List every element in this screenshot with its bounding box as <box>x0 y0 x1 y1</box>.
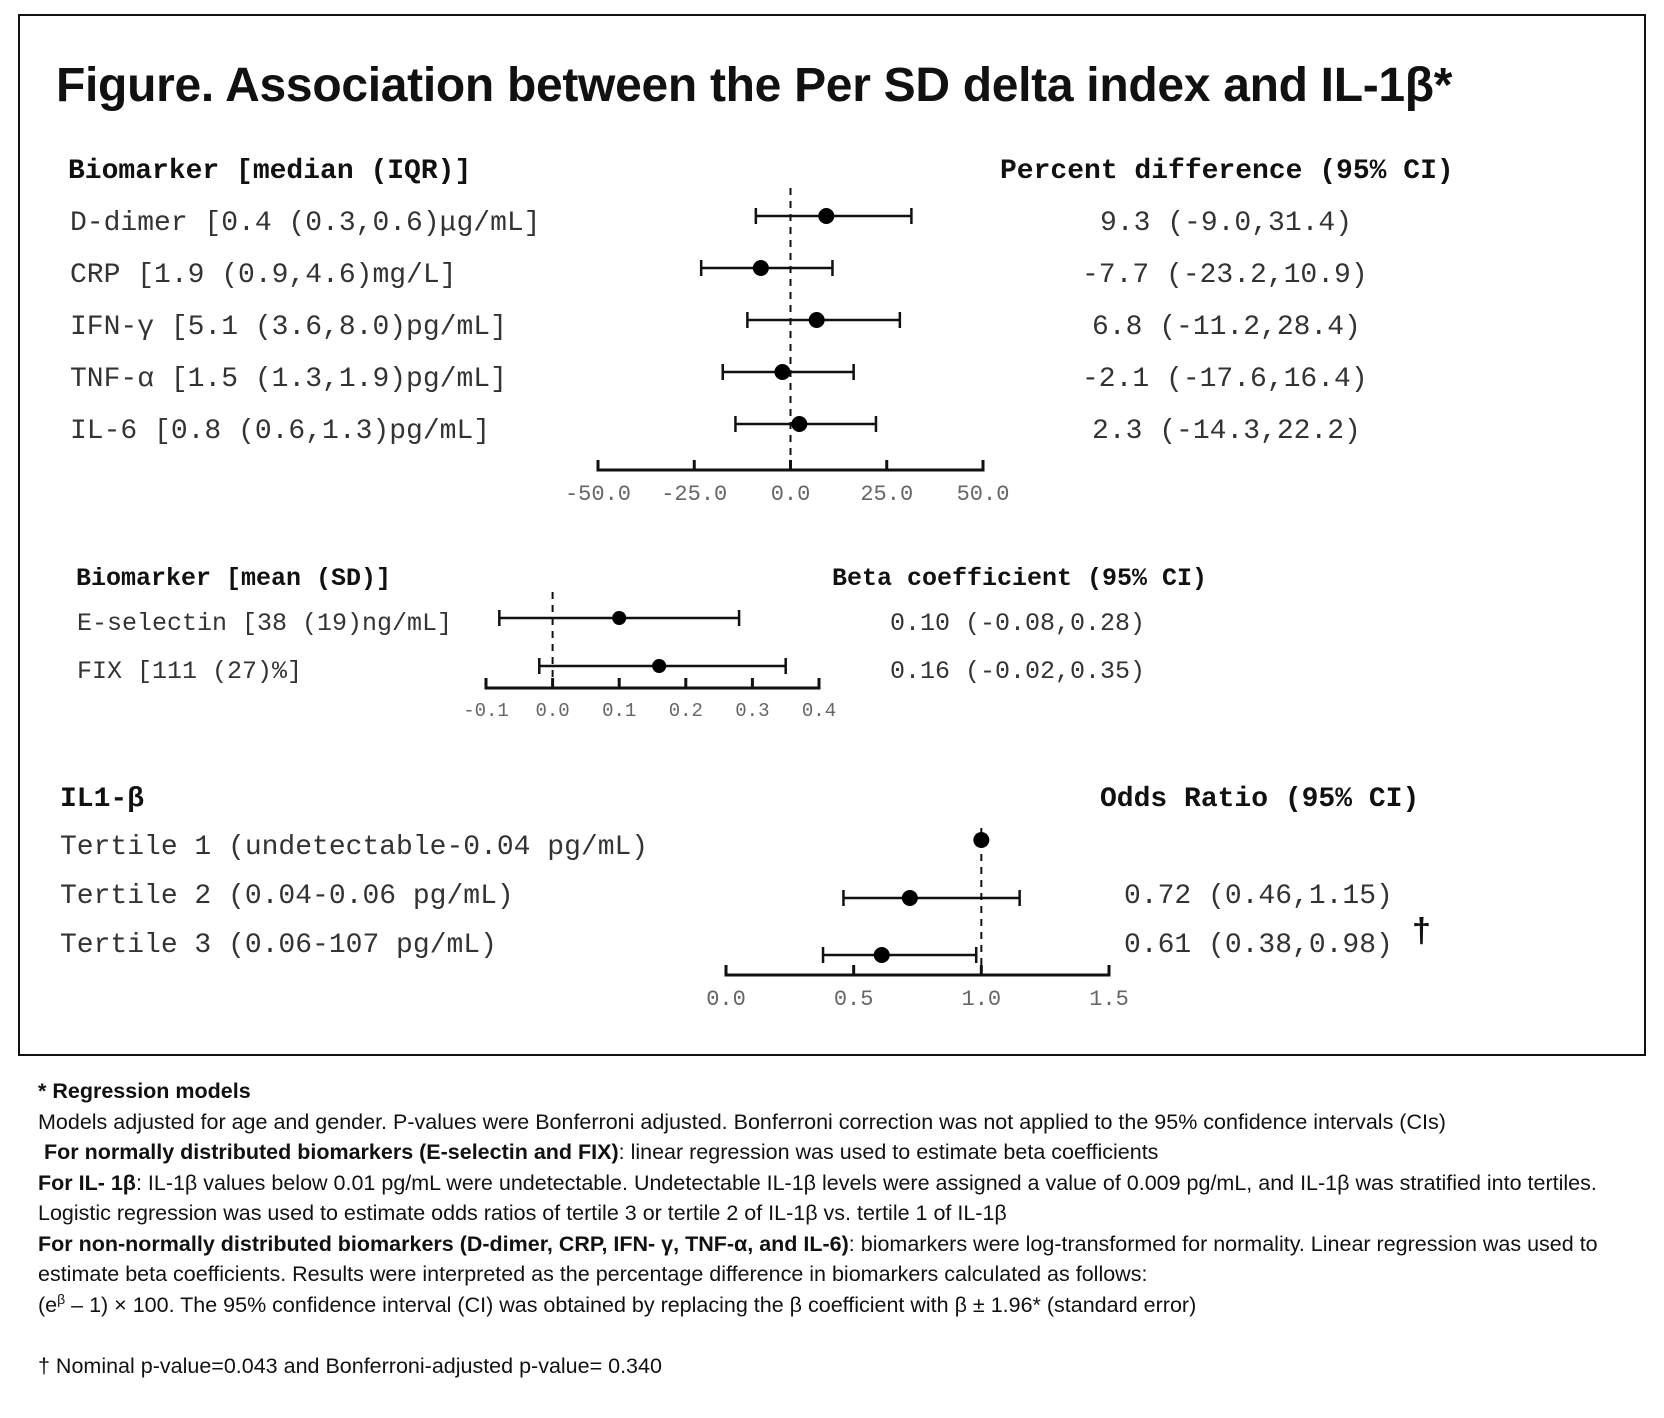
footnote-formula-rest: – 1) × 100. The 95% confidence interval … <box>65 1292 1197 1317</box>
row-label-tertile3: Tertile 3 (0.06-107 pg/mL) <box>60 930 497 961</box>
x-tick-label: 0.4 <box>802 700 836 722</box>
x-tick-label: 0.5 <box>834 987 874 1012</box>
ci-text-eselectin: 0.10 (-0.08,0.28) <box>890 609 1146 638</box>
x-tick-label: 25.0 <box>860 482 913 507</box>
row-label-tertile1: Tertile 1 (undetectable-0.04 pg/mL) <box>60 832 649 863</box>
dagger-mark: † <box>1412 912 1431 950</box>
ci-text-tertile2: 0.72 (0.46,1.15) <box>1124 881 1393 912</box>
plot-beta-coefficient: -0.1 0.0 0.1 0.2 0.3 0.4 <box>463 592 836 722</box>
footnote-heading: * Regression models <box>38 1079 251 1103</box>
point-tertile-1 <box>973 832 990 848</box>
point-fix <box>652 659 667 673</box>
figure-title: Figure. Association between the Per SD d… <box>56 59 1453 112</box>
footnote-formula-sup: β <box>57 1290 66 1307</box>
section2-header-right: Beta coefficient (95% CI) <box>832 564 1208 593</box>
footnote-models: Models adjusted for age and gender. P-va… <box>38 1109 1446 1134</box>
row-label-fix: FIX [111 (27)%] <box>77 657 303 686</box>
point-crp <box>752 260 769 276</box>
forest-plots: -50.0 -25.0 0.0 25.0 50.0 -0.1 0.0 0.1 0.2 0.3 0.… <box>463 188 1129 1012</box>
point-ifn <box>808 312 825 328</box>
row-label-tertile2: Tertile 2 (0.04-0.06 pg/mL) <box>60 881 514 912</box>
row-label-il6: IL-6 [0.8 (0.6,1.3)pg/mL] <box>70 416 491 447</box>
point-tertile-3 <box>873 947 890 963</box>
section1-header-right: Percent difference (95% CI) <box>1000 156 1454 187</box>
row-label-eselectin: E-selectin [38 (19)ng/mL] <box>77 609 453 638</box>
point-il-6 <box>791 416 808 432</box>
section3-header-right: Odds Ratio (95% CI) <box>1100 784 1420 815</box>
footnote-il1b-text: : IL-1β values below 0.01 pg/mL were und… <box>38 1170 1597 1226</box>
footnote-dagger: † Nominal p-value=0.043 and Bonferroni-a… <box>38 1353 662 1378</box>
x-tick-label: 0.0 <box>706 987 746 1012</box>
ci-text-ddimer: 9.3 (-9.0,31.4) <box>1100 208 1353 239</box>
x-tick-label: 1.0 <box>962 987 1002 1012</box>
point-tertile-2 <box>901 890 918 906</box>
x-tick-label: 1.5 <box>1089 987 1129 1012</box>
footnote-normal-text: : linear regression was used to estimate… <box>618 1140 1159 1164</box>
x-tick-label: -25.0 <box>661 482 727 507</box>
x-tick-label: -0.1 <box>463 700 509 722</box>
x-tick-label: 0.1 <box>602 700 636 722</box>
plot-odds-ratio: 0.0 0.5 1.0 1.5 <box>706 828 1129 1012</box>
x-tick-label: 0.0 <box>771 482 811 507</box>
footnote-nonnormal-bold: For non-normally distributed biomarkers … <box>38 1231 849 1256</box>
ci-text-il6: 2.3 (-14.3,22.2) <box>1092 416 1361 447</box>
point-d-dimer <box>818 208 835 224</box>
row-label-ddimer: D-dimer [0.4 (0.3,0.6)μg/mL] <box>70 208 541 239</box>
ci-text-tnfa: -2.1 (-17.6,16.4) <box>1082 364 1368 395</box>
point-e-selectin <box>612 611 627 625</box>
footnote-formula-open: (e <box>38 1292 58 1317</box>
x-tick-label: 0.3 <box>735 700 769 722</box>
x-tick-label: -50.0 <box>565 482 631 507</box>
footnotes: * Regression models Models adjusted for … <box>38 1076 1638 1381</box>
x-tick-label: 0.2 <box>669 700 703 722</box>
ci-text-tertile3: 0.61 (0.38,0.98) <box>1124 930 1393 961</box>
ci-text-ifng: 6.8 (-11.2,28.4) <box>1092 312 1361 343</box>
figure-frame <box>18 14 1646 1056</box>
plot-percent-difference: -50.0 -25.0 0.0 25.0 50.0 <box>565 188 1009 507</box>
section3-header-left: IL1-β <box>60 784 145 815</box>
x-tick-label: 0.0 <box>535 700 569 722</box>
footnote-nonnormal-text: : biomarkers were log-transformed for no… <box>38 1231 1598 1287</box>
section2-header-left: Biomarker [mean (SD)] <box>76 564 392 593</box>
row-label-ifng: IFN-γ [5.1 (3.6,8.0)pg/mL] <box>70 312 507 343</box>
ci-text-crp: -7.7 (-23.2,10.9) <box>1082 260 1368 291</box>
footnote-il1b-bold: For IL- 1β <box>38 1170 136 1195</box>
footnote-normal-bold: For normally distributed biomarkers (E-s… <box>43 1140 619 1164</box>
x-tick-label: 50.0 <box>957 482 1010 507</box>
ci-text-fix: 0.16 (-0.02,0.35) <box>890 657 1146 686</box>
row-label-tnfa: TNF-α [1.5 (1.3,1.9)pg/mL] <box>70 364 507 395</box>
section1-header-left: Biomarker [median (IQR)] <box>68 156 472 187</box>
row-label-crp: CRP [1.9 (0.9,4.6)mg/L] <box>70 260 457 291</box>
point-tnf <box>774 364 791 380</box>
